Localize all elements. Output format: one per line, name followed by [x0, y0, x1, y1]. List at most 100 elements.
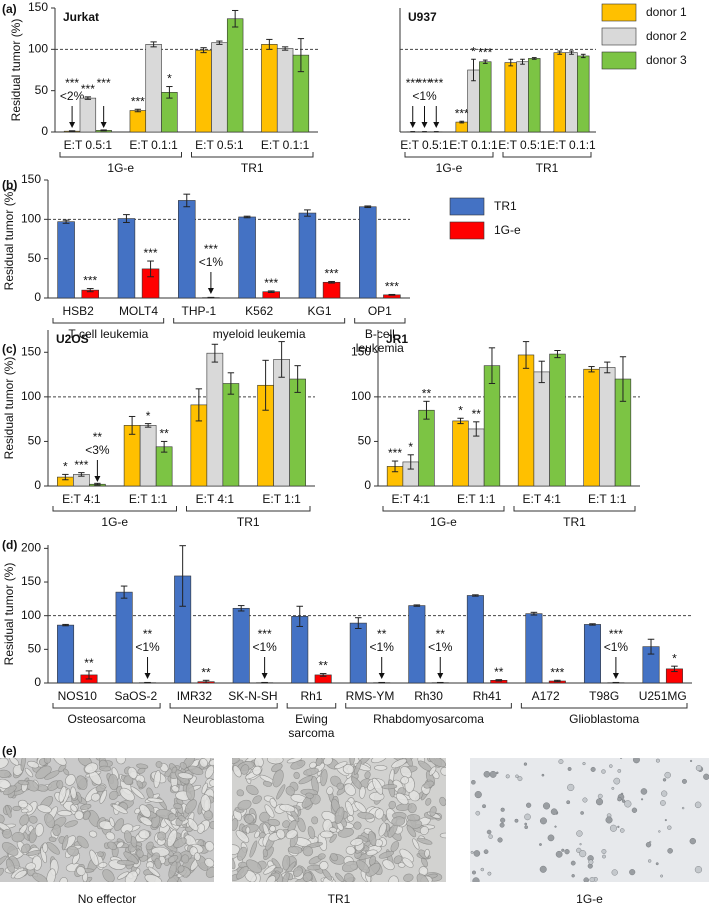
cell: [76, 775, 88, 790]
significance: *: [63, 460, 68, 474]
error-bar: [281, 46, 289, 51]
cell: [201, 782, 208, 795]
cell: [108, 773, 119, 791]
y-tick-label: 100: [21, 608, 41, 622]
debris: [609, 824, 617, 832]
cell: [105, 831, 116, 841]
cell: [281, 872, 290, 882]
cell: [293, 771, 300, 779]
debris: [582, 797, 588, 803]
debris: [480, 867, 485, 872]
significance: ***: [406, 76, 420, 90]
cell: [356, 859, 370, 874]
bar: [583, 368, 600, 487]
cell: [167, 812, 176, 821]
x-tick-label: SaOS-2: [114, 689, 157, 703]
bar: [504, 62, 517, 133]
cell: [173, 803, 183, 809]
note: <1%: [428, 640, 453, 654]
cell: [236, 789, 245, 797]
error-bar: [68, 130, 76, 133]
group-label: 1G-e: [435, 161, 463, 175]
debris: [487, 871, 492, 876]
cell: [63, 768, 70, 776]
y-tick-label: 0: [41, 124, 48, 138]
arrow-head: [94, 476, 101, 482]
bar: [516, 61, 529, 133]
cell: [171, 785, 180, 793]
cell: [345, 800, 354, 816]
bar: [115, 591, 133, 684]
significance: ***: [83, 274, 97, 288]
group-bracket: [286, 703, 337, 709]
cell: [40, 847, 47, 864]
bar: [139, 425, 157, 487]
x-tick-label: E:T 4:1: [523, 492, 562, 506]
debris: [571, 874, 575, 878]
cell: [209, 759, 214, 767]
y-tick-label: 0: [34, 675, 41, 689]
x-tick-label: E:T 0.1:1: [129, 138, 178, 152]
cell: [12, 805, 21, 811]
x-tick-label: E:T 1:1: [588, 492, 627, 506]
cell: [20, 758, 26, 771]
error-bar: [538, 360, 545, 384]
significance: ***: [385, 280, 399, 294]
bar: [155, 446, 173, 487]
bar: [178, 200, 196, 299]
cell: [42, 842, 48, 853]
cell: [147, 866, 161, 877]
bar: [206, 352, 224, 487]
cell: [37, 804, 52, 814]
group-label-box: Glioblastoma: [569, 712, 639, 726]
legend-swatch: [601, 51, 637, 70]
error-bar: [183, 193, 191, 208]
group-label-box: Rhabdomyosarcoma: [373, 712, 484, 726]
x-tick-label: E:T 0.5:1: [400, 138, 449, 152]
error-bar: [243, 215, 251, 219]
x-tick-label: Rh41: [473, 689, 502, 703]
significance: ***: [264, 276, 278, 290]
cell: [130, 836, 138, 848]
debris: [703, 773, 709, 780]
bar: [577, 55, 590, 133]
group-label-box: 1G-e: [101, 515, 128, 529]
cell: [320, 830, 334, 839]
cell: [353, 760, 362, 776]
cell: [345, 846, 356, 855]
cell: [0, 769, 11, 778]
group-label: TR1: [236, 515, 260, 529]
bar: [79, 97, 97, 133]
x-tick-label: E:T 0.1:1: [449, 138, 498, 152]
bar: [599, 367, 616, 487]
note: <1%: [370, 640, 395, 654]
significance: ***: [81, 82, 95, 96]
bar: [211, 42, 228, 133]
cell: [262, 780, 272, 787]
cell: [76, 835, 89, 849]
cell: [406, 825, 417, 838]
photo-caption: 1G-e: [576, 892, 603, 906]
y-axis-label: Residual tumor (%): [2, 563, 16, 666]
cell: [27, 760, 40, 769]
cell: [329, 827, 338, 833]
cell: [19, 814, 30, 826]
error-bar: [94, 482, 101, 486]
cell: [153, 770, 161, 789]
cell: [136, 849, 144, 858]
debris: [662, 778, 667, 782]
x-tick-label: U251MG: [639, 689, 687, 703]
error-bar: [459, 120, 465, 124]
debris: [633, 758, 640, 764]
debris: [474, 791, 482, 799]
debris: [475, 810, 481, 816]
group-label-box: Ewing sarcoma: [288, 712, 334, 740]
y-tick-label: 50: [28, 434, 42, 448]
error-bar: [522, 341, 530, 369]
cell: [372, 777, 384, 795]
x-tick-label: E:T 0.5:1: [195, 138, 244, 152]
debris: [505, 774, 510, 779]
cell: [240, 764, 250, 775]
arrow-head: [612, 673, 619, 679]
group-label-box: 1G-e: [435, 161, 463, 175]
